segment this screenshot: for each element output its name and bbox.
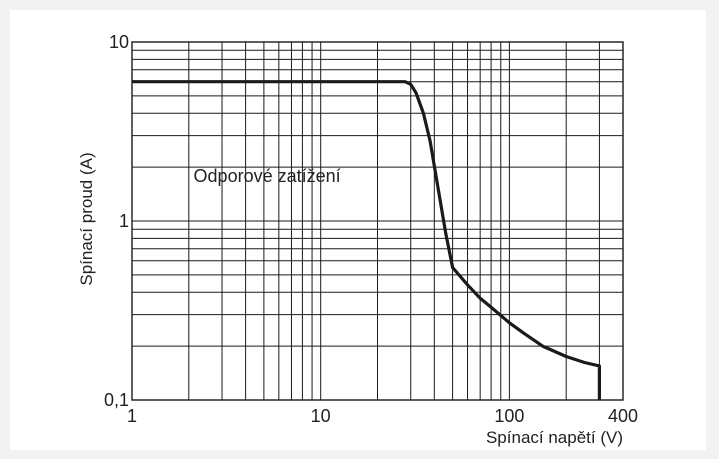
y-tick-label: 10 <box>109 32 129 52</box>
y-tick-label: 1 <box>119 211 129 231</box>
x-tick-labels: 1 10 100 400 <box>127 406 638 426</box>
annotations: Odporové zatížení <box>194 166 341 186</box>
x-axis-label: Spínací napětí (V) <box>486 428 623 447</box>
annotation-label: Odporové zatížení <box>194 166 341 186</box>
y-tick-labels: 0,1 1 10 <box>104 32 129 410</box>
series-line <box>132 80 601 400</box>
figure-panel <box>10 10 706 450</box>
y-tick-label: 0,1 <box>104 390 129 410</box>
x-tick-label: 400 <box>608 406 638 426</box>
grid <box>132 42 623 400</box>
x-tick-label: 1 <box>127 406 137 426</box>
x-tick-label: 10 <box>311 406 331 426</box>
x-tick-label: 100 <box>494 406 524 426</box>
plot-border <box>131 41 624 401</box>
y-axis-label: Spínací proud (A) <box>77 152 96 285</box>
